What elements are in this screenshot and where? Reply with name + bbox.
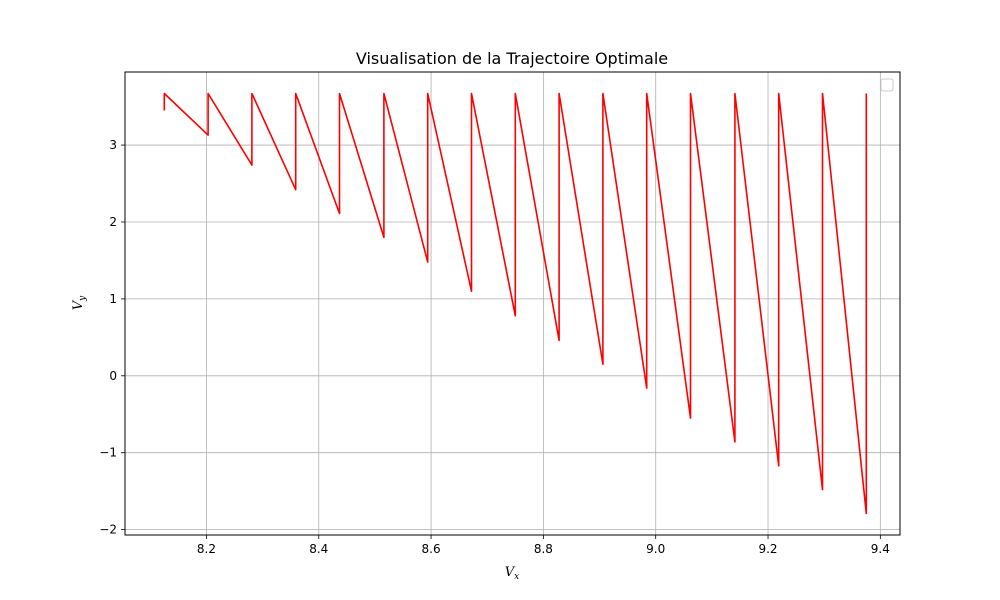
y-tick-label: 2 (109, 215, 117, 229)
chart-title: Visualisation de la Trajectoire Optimale (356, 49, 668, 68)
trajectory-line (163, 92, 868, 515)
x-tick-label: 9.0 (646, 542, 665, 556)
x-axis-label: Vx (505, 565, 519, 582)
x-tick-label: 8.6 (422, 542, 441, 556)
x-tick-label: 9.4 (871, 542, 890, 556)
x-axis-label-sub: x (514, 572, 519, 582)
legend-box (880, 78, 894, 92)
x-tick-label: 8.2 (197, 542, 216, 556)
y-tick-label: 3 (109, 138, 117, 152)
x-axis-label-main: V (505, 565, 516, 580)
x-tick-label: 8.4 (309, 542, 328, 556)
series-layer (163, 92, 868, 515)
y-tick-label: 1 (109, 292, 117, 306)
grid-lines (125, 72, 900, 535)
y-axis-label-main: V (71, 299, 86, 310)
tick-layer: 8.2 8.4 8.6 8.8 9.0 9.2 9.4 −2 −1 0 1 2 3 (99, 138, 890, 556)
y-tick-label: −1 (99, 446, 117, 460)
x-tick-label: 8.8 (534, 542, 553, 556)
y-axis-label: Vy (71, 295, 88, 310)
x-tick-label: 9.2 (758, 542, 777, 556)
y-tick-label: −2 (99, 523, 117, 537)
y-tick-label: 0 (109, 369, 117, 383)
plot-frame (124, 71, 901, 536)
y-axis-label-sub: y (78, 295, 88, 302)
